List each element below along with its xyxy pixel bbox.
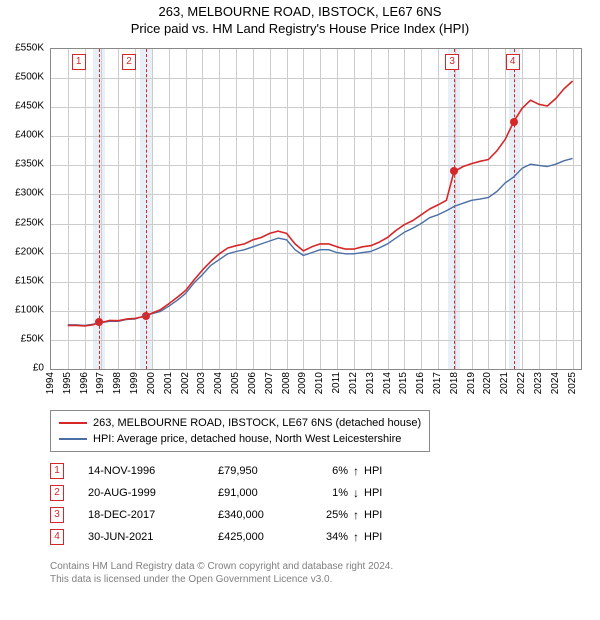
arrow-icon: ↑ [348, 530, 364, 544]
x-tick-label: 1995 [62, 372, 73, 394]
plot-area [50, 48, 582, 370]
x-tick-label: 1997 [95, 372, 106, 394]
footer-line-1: Contains HM Land Registry data © Crown c… [50, 560, 393, 573]
legend-swatch [59, 422, 87, 424]
row-pct: 1% [308, 487, 348, 499]
row-number-box: 1 [50, 463, 64, 479]
x-tick-label: 2018 [449, 372, 460, 394]
legend-label: HPI: Average price, detached house, Nort… [93, 433, 401, 445]
footer-line-2: This data is licensed under the Open Gov… [50, 573, 393, 586]
event-number-box: 4 [506, 54, 520, 70]
row-price: £425,000 [218, 531, 308, 543]
row-price: £340,000 [218, 509, 308, 521]
row-price: £91,000 [218, 487, 308, 499]
row-number-box: 4 [50, 529, 64, 545]
x-tick-label: 2006 [247, 372, 258, 394]
x-tick-label: 2000 [146, 372, 157, 394]
x-tick-label: 2014 [382, 372, 393, 394]
event-number-box: 1 [72, 54, 86, 70]
title-line-1: 263, MELBOURNE ROAD, IBSTOCK, LE67 6NS [0, 4, 600, 21]
title-block: 263, MELBOURNE ROAD, IBSTOCK, LE67 6NS P… [0, 0, 600, 38]
event-number-box: 2 [122, 54, 136, 70]
chart-container: 263, MELBOURNE ROAD, IBSTOCK, LE67 6NS P… [0, 0, 600, 620]
table-row: 4 30-JUN-2021£425,00034%↑HPI [50, 526, 404, 548]
x-tick-label: 2017 [432, 372, 443, 394]
row-hpi-label: HPI [364, 465, 404, 477]
arrow-icon: ↑ [348, 464, 364, 478]
arrow-icon: ↓ [348, 486, 364, 500]
row-price: £79,950 [218, 465, 308, 477]
x-tick-label: 1996 [79, 372, 90, 394]
row-date: 30-JUN-2021 [88, 531, 218, 543]
table-row: 3 18-DEC-2017£340,00025%↑HPI [50, 504, 404, 526]
legend-row: 263, MELBOURNE ROAD, IBSTOCK, LE67 6NS (… [59, 415, 421, 431]
x-tick-label: 2007 [264, 372, 275, 394]
x-tick-label: 2015 [398, 372, 409, 394]
x-tick-label: 2008 [281, 372, 292, 394]
x-tick-label: 2025 [567, 372, 578, 394]
row-number-box: 2 [50, 485, 64, 501]
x-tick-label: 2004 [213, 372, 224, 394]
x-tick-label: 2003 [196, 372, 207, 394]
x-tick-label: 2005 [230, 372, 241, 394]
x-tick-label: 2009 [297, 372, 308, 394]
event-number-box: 3 [445, 54, 459, 70]
title-line-2: Price paid vs. HM Land Registry's House … [0, 21, 600, 38]
x-tick-label: 2019 [466, 372, 477, 394]
x-tick-label: 2021 [499, 372, 510, 394]
x-tick-label: 2020 [482, 372, 493, 394]
property-line [68, 81, 573, 326]
x-tick-label: 1998 [112, 372, 123, 394]
x-tick-label: 2024 [550, 372, 561, 394]
x-tick-label: 2016 [415, 372, 426, 394]
row-date: 14-NOV-1996 [88, 465, 218, 477]
legend-box: 263, MELBOURNE ROAD, IBSTOCK, LE67 6NS (… [50, 410, 430, 452]
legend-label: 263, MELBOURNE ROAD, IBSTOCK, LE67 6NS (… [93, 417, 421, 429]
row-number-box: 3 [50, 507, 64, 523]
line-chart-svg [51, 49, 581, 369]
table-row: 1 14-NOV-1996£79,9506%↑HPI [50, 460, 404, 482]
x-tick-label: 2011 [331, 372, 342, 394]
hpi-line [68, 158, 573, 325]
row-date: 18-DEC-2017 [88, 509, 218, 521]
x-tick-label: 2001 [163, 372, 174, 394]
x-tick-label: 2010 [314, 372, 325, 394]
row-pct: 34% [308, 531, 348, 543]
x-tick-label: 1999 [129, 372, 140, 394]
row-hpi-label: HPI [364, 531, 404, 543]
legend-row: HPI: Average price, detached house, Nort… [59, 431, 421, 447]
legend-swatch [59, 438, 87, 440]
row-pct: 25% [308, 509, 348, 521]
x-tick-label: 1994 [45, 372, 56, 394]
footer-attribution: Contains HM Land Registry data © Crown c… [50, 560, 393, 586]
row-hpi-label: HPI [364, 509, 404, 521]
row-date: 20-AUG-1999 [88, 487, 218, 499]
table-row: 2 20-AUG-1999£91,0001%↓HPI [50, 482, 404, 504]
events-table: 114-NOV-1996£79,9506%↑HPI220-AUG-1999£91… [50, 460, 404, 548]
row-hpi-label: HPI [364, 487, 404, 499]
x-tick-label: 2012 [348, 372, 359, 394]
arrow-icon: ↑ [348, 508, 364, 522]
x-tick-label: 2013 [365, 372, 376, 394]
row-pct: 6% [308, 465, 348, 477]
x-tick-label: 2022 [516, 372, 527, 394]
x-tick-label: 2023 [533, 372, 544, 394]
x-tick-label: 2002 [180, 372, 191, 394]
